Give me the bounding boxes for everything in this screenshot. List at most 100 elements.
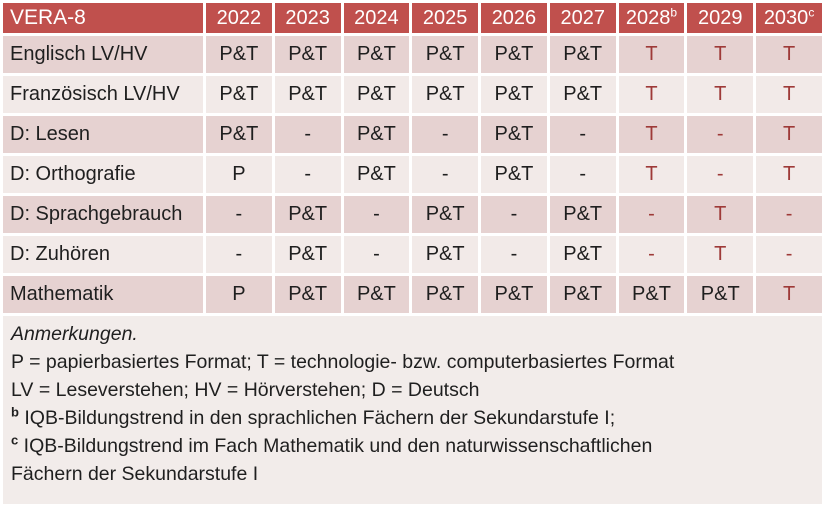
format-cell: T [618,76,685,113]
format-cell: P&T [206,116,272,153]
format-cell: T [756,116,822,153]
format-cell: - [756,196,822,233]
format-cell: P&T [206,76,272,113]
note-line: b IQB-Bildungstrend in den sprachlichen … [11,404,616,430]
table-row: D: Zuhören - P&T - P&T - P&T - T - [3,236,822,273]
format-cell: P&T [481,276,547,313]
format-cell: P&T [549,236,616,273]
format-cell: P&T [618,276,685,313]
format-cell: P&T [343,36,410,73]
format-cell: P&T [481,116,547,153]
footnote-marker-c: c [11,432,19,448]
format-cell: P&T [687,276,754,313]
format-cell: P&T [274,76,341,113]
format-cell: - [687,156,754,193]
format-cell: - [343,236,410,273]
format-cell: T [618,36,685,73]
column-header-2028: 2028b [618,3,685,33]
row-label: D: Sprachgebrauch [3,196,203,233]
format-cell: P&T [274,36,341,73]
format-cell: - [618,236,685,273]
row-label: D: Orthografie [3,156,203,193]
notes-heading: Anmerkungen. [11,323,138,345]
format-cell: P [206,156,272,193]
table-title: VERA-8 [3,3,203,33]
format-cell: - [274,116,341,153]
format-cell: T [756,156,822,193]
format-cell: P [206,276,272,313]
format-cell: T [687,236,754,273]
format-cell: - [412,156,479,193]
format-cell: P&T [412,276,479,313]
footnote-marker-c: c [808,4,815,19]
column-header-2024: 2024 [343,3,410,33]
format-cell: P&T [206,36,272,73]
format-cell: T [756,276,822,313]
format-cell: P&T [412,196,479,233]
format-cell: - [549,116,616,153]
format-cell: P&T [274,196,341,233]
note-line: c IQB-Bildungstrend im Fach Mathematik u… [11,432,653,458]
format-cell: T [618,116,685,153]
format-cell: P&T [343,156,410,193]
table-row: D: Orthografie P - P&T - P&T - T - T [3,156,822,193]
format-cell: P&T [481,76,547,113]
format-cell: - [206,196,272,233]
format-cell: - [274,156,341,193]
footnote-marker-b: b [11,404,19,420]
vera8-table: VERA-8 2022 2023 2024 2025 2026 2027 2028b 2029… [3,3,822,313]
format-cell: - [687,116,754,153]
footnote-marker-b: b [670,4,678,19]
format-cell: - [549,156,616,193]
format-cell: T [756,76,822,113]
column-header-2023: 2023 [274,3,341,33]
format-cell: P&T [549,276,616,313]
table-row: D: Lesen P&T - P&T - P&T - T - T [3,116,822,153]
format-cell: P&T [549,196,616,233]
table-row: D: Sprachgebrauch - P&T - P&T - P&T - T - [3,196,822,233]
format-cell: - [206,236,272,273]
format-cell: P&T [412,236,479,273]
format-cell: T [687,36,754,73]
format-cell: P&T [549,76,616,113]
format-cell: P&T [481,36,547,73]
format-cell: P&T [412,76,479,113]
format-cell: T [618,156,685,193]
format-cell: - [481,196,547,233]
row-label: Mathematik [3,276,203,313]
column-header-2027: 2027 [549,3,616,33]
format-cell: - [481,236,547,273]
column-header-2029: 2029 [687,3,754,33]
format-cell: P&T [343,76,410,113]
note-line: Fächern der Sekundarstufe I [11,463,259,485]
format-cell: T [756,36,822,73]
format-cell: P&T [274,236,341,273]
column-header-2030: 2030c [756,3,822,33]
column-header-2026: 2026 [481,3,547,33]
format-cell: T [687,76,754,113]
table-row: Mathematik P P&T P&T P&T P&T P&T P&T P&T T [3,276,822,313]
format-cell: P&T [343,116,410,153]
row-label: Englisch LV/HV [3,36,203,73]
format-cell: T [687,196,754,233]
format-cell: P&T [481,156,547,193]
format-cell: - [618,196,685,233]
format-cell: - [412,116,479,153]
note-line: P = papierbasiertes Format; T = technolo… [11,351,675,373]
column-header-2022: 2022 [206,3,272,33]
table-row: Englisch LV/HV P&T P&T P&T P&T P&T P&T T T T [3,36,822,73]
note-line: LV = Leseverstehen; HV = Hörverstehen; D… [11,379,480,401]
format-cell: - [756,236,822,273]
row-label: D: Lesen [3,116,203,153]
notes-block: Anmerkungen. P = papierbasiertes Format;… [3,316,822,504]
format-cell: - [343,196,410,233]
table-row: Französisch LV/HV P&T P&T P&T P&T P&T P&T T T T [3,76,822,113]
format-cell: P&T [412,36,479,73]
row-label: Französisch LV/HV [3,76,203,113]
row-label: D: Zuhören [3,236,203,273]
header-row: VERA-8 2022 2023 2024 2025 2026 2027 2028b 2029… [3,3,822,33]
format-cell: P&T [274,276,341,313]
format-cell: P&T [549,36,616,73]
format-cell: P&T [343,276,410,313]
